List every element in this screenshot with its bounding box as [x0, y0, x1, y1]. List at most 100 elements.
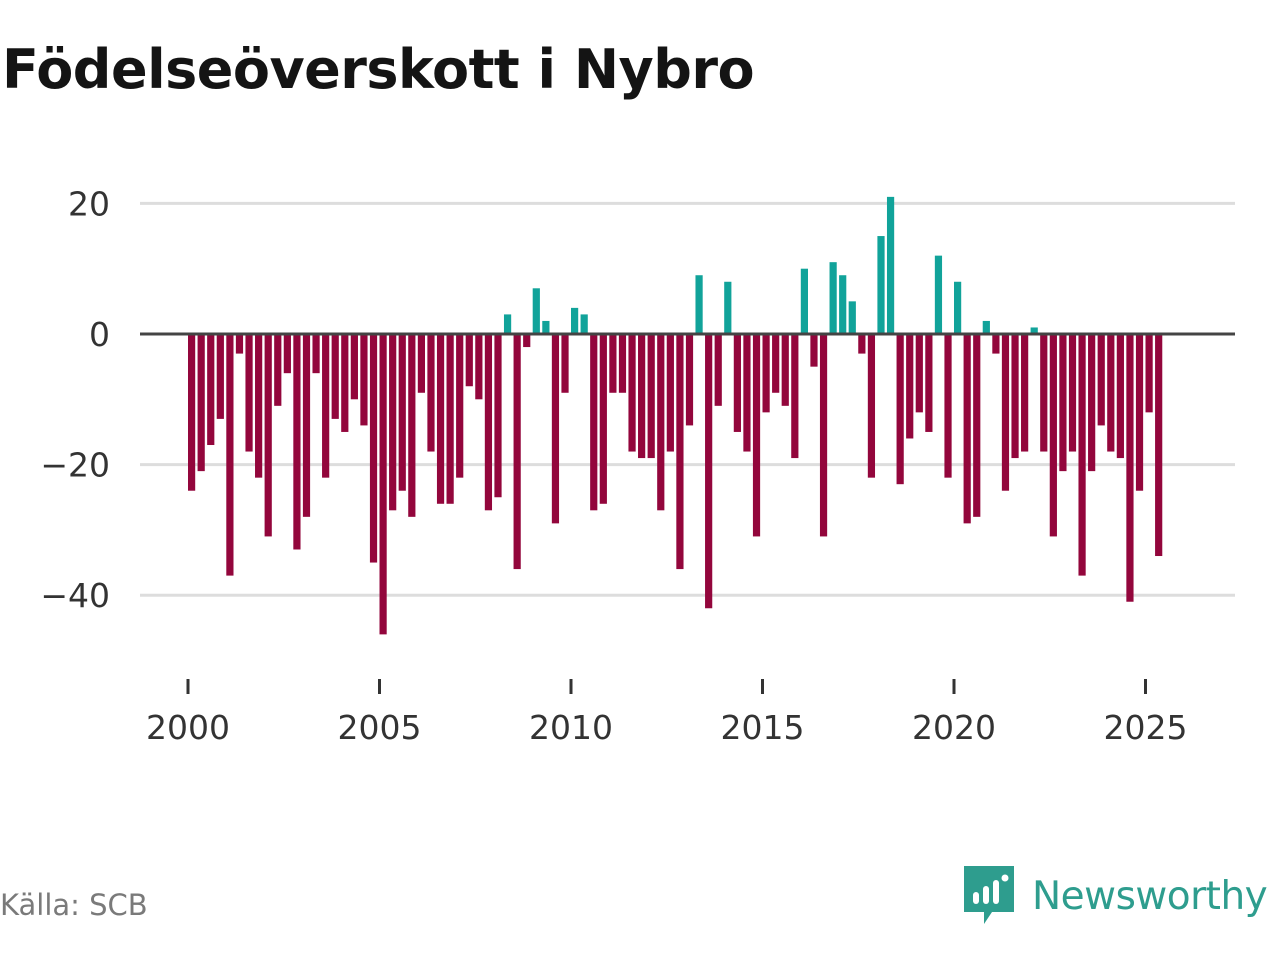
bar — [1097, 334, 1105, 426]
bar — [302, 334, 311, 517]
bar — [245, 334, 253, 452]
bar — [1021, 334, 1029, 452]
bar — [752, 334, 761, 537]
bar — [475, 334, 483, 400]
bar — [216, 334, 224, 419]
bar — [1001, 334, 1010, 491]
bar — [523, 334, 531, 348]
bar — [1116, 334, 1124, 459]
bar — [456, 334, 464, 478]
bar — [398, 334, 406, 491]
bar — [657, 334, 665, 511]
y-tick-label: −20 — [40, 446, 110, 485]
bar — [819, 334, 828, 537]
bar — [886, 196, 895, 334]
chart-title: Födelseöverskott i Nybro — [2, 38, 755, 101]
x-tick-label: 2000 — [146, 708, 230, 747]
x-axis: 2000 2005 2010 2015 2020 2025 — [146, 679, 1187, 747]
bar — [705, 334, 713, 609]
bar — [264, 334, 272, 537]
bar — [982, 320, 990, 334]
bar — [503, 314, 512, 334]
bar — [207, 334, 215, 446]
bar — [532, 288, 540, 334]
bar — [781, 334, 789, 406]
bar — [331, 334, 339, 419]
bar — [992, 334, 1000, 354]
bar — [848, 301, 856, 334]
bar — [561, 334, 569, 393]
bar — [628, 334, 636, 452]
bar — [695, 275, 703, 334]
bar — [934, 255, 943, 334]
bar — [1040, 334, 1048, 452]
brand-logo[interactable]: Newsworthy — [964, 865, 1268, 927]
x-tick-label: 2010 — [529, 708, 613, 747]
bar — [944, 334, 952, 478]
source-note: Källa: SCB — [0, 888, 148, 922]
bar — [685, 334, 694, 426]
bar — [772, 334, 780, 393]
bar — [1107, 334, 1115, 452]
bar — [973, 334, 981, 517]
y-axis-labels: 20 0 −20 −40 — [40, 184, 110, 615]
bar — [360, 334, 368, 426]
x-tick-label: 2015 — [721, 708, 805, 747]
bar — [312, 334, 320, 374]
y-tick-label: 0 — [89, 315, 110, 354]
bar — [867, 334, 876, 478]
bar — [350, 334, 358, 400]
bar — [341, 334, 349, 432]
bar — [369, 334, 378, 563]
bar — [465, 334, 473, 387]
bar — [1135, 334, 1144, 491]
bar — [839, 275, 847, 334]
bar — [1049, 334, 1057, 537]
bar — [408, 334, 416, 517]
bar — [571, 307, 579, 334]
bar — [255, 334, 263, 478]
bar — [1059, 334, 1067, 472]
bar — [235, 334, 244, 354]
bar — [858, 334, 866, 354]
bar — [762, 334, 770, 413]
bar — [322, 334, 330, 478]
bar — [226, 334, 234, 576]
x-tick-label: 2025 — [1104, 708, 1188, 747]
bar — [676, 334, 684, 570]
bar — [1126, 334, 1134, 602]
bar — [1145, 334, 1153, 413]
bar — [197, 334, 205, 472]
bar — [963, 334, 971, 524]
bar — [379, 334, 387, 635]
bar — [551, 334, 560, 524]
bar — [925, 334, 933, 432]
bar — [733, 334, 741, 432]
bar-series — [188, 196, 1163, 635]
bar — [1155, 334, 1163, 557]
bar — [283, 334, 291, 374]
bar — [293, 334, 301, 550]
bar — [513, 334, 521, 570]
bar — [599, 334, 607, 504]
bar — [829, 262, 837, 334]
x-tick-label: 2020 — [912, 708, 996, 747]
bar — [954, 281, 962, 334]
bar — [417, 334, 425, 393]
bar — [1088, 334, 1096, 472]
bar — [1078, 334, 1086, 576]
bar — [590, 334, 598, 511]
bar — [188, 334, 196, 491]
bar — [810, 334, 818, 367]
bar — [389, 334, 397, 511]
y-tick-label: 20 — [68, 184, 110, 223]
bar — [800, 268, 808, 334]
bar — [618, 334, 627, 393]
bar — [1068, 334, 1077, 452]
bar — [915, 334, 923, 413]
y-tick-label: −40 — [40, 576, 110, 615]
bar — [791, 334, 799, 459]
bar — [743, 334, 751, 452]
bar — [666, 334, 674, 452]
